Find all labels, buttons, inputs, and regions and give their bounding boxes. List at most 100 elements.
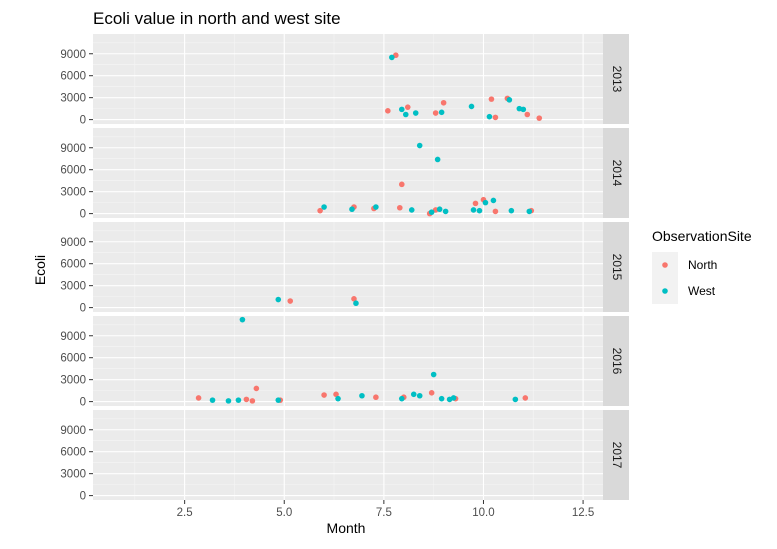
data-point-west [398,106,405,113]
data-point-north [492,114,499,121]
data-point-north [472,200,479,207]
data-point-north [488,96,495,102]
facet-strip-label: 2015 [610,254,624,281]
data-point-west [239,316,246,323]
data-point-west [235,397,242,403]
y-tick-label: 9000 [60,425,86,437]
data-point-west [438,395,445,402]
y-tick-label: 6000 [60,447,86,459]
data-point-north [522,395,529,401]
data-point-west [373,204,379,210]
data-point-west [512,396,519,403]
data-point-west [412,110,419,116]
y-tick-label: 9000 [60,49,86,61]
data-point-west [209,397,216,403]
x-axis: 2.5 5.0 7.5 10.0 12.5 [177,500,594,519]
y-tick-label: 3000 [60,187,86,199]
x-tick-label: 10.0 [472,507,494,519]
y-tick-label: 3000 [60,375,86,387]
data-point-north [404,104,411,110]
data-point-north [351,296,357,302]
legend-title: ObservationSite [652,228,752,244]
data-point-west [438,109,445,116]
data-point-north [373,394,379,401]
facet-strip-label: 2016 [610,348,624,375]
data-point-west [275,397,282,403]
y-tick-label: 9000 [60,237,86,249]
data-point-west [468,103,475,110]
data-point-north [317,207,323,214]
data-point-west [398,395,405,402]
data-point-west [349,206,355,213]
data-point-north [287,298,294,304]
panel-background [93,128,603,218]
legend-label-west: West [688,284,716,298]
y-tick-label: 9000 [60,143,86,155]
y-tick-label: 3000 [60,469,86,481]
y-tick-label: 6000 [60,165,86,177]
data-point-west [321,204,327,210]
data-point-west [430,371,437,378]
panel-background [93,410,603,500]
facet-strip [603,410,629,500]
data-point-north [432,110,439,116]
data-point-west [470,207,477,213]
data-point-north [253,385,260,392]
data-point-north [492,208,499,215]
y-tick-label: 0 [80,303,86,315]
data-point-north [249,398,256,404]
data-point-north [321,392,327,398]
y-tick-label: 6000 [60,353,86,365]
legend: ObservationSite North West [652,228,752,304]
x-axis-label: Month [327,520,366,536]
data-point-north [396,204,403,211]
data-point-west [442,208,449,215]
data-point-west [416,142,423,149]
data-point-west [410,391,417,398]
legend-key-west: West [652,278,716,304]
facet-strip [603,34,629,124]
y-tick-label: 0 [80,115,86,127]
y-tick-label: 6000 [60,71,86,83]
y-tick-label: 3000 [60,93,86,105]
facet-strip [603,222,629,312]
y-tick-label: 6000 [60,259,86,271]
data-point-west [416,392,423,399]
data-point-west [520,106,527,113]
facet-strip-label: 2014 [610,160,624,187]
facet-panel-2013: 0 3000 6000 9000 2013 [60,34,629,127]
x-tick-label: 7.5 [376,507,392,519]
y-tick-label: 3000 [60,281,86,293]
y-tick-label: 0 [80,491,86,503]
facet-panel-2015: 0 3000 6000 9000 2015 [60,222,629,315]
data-point-west [335,395,341,402]
y-axis-label: Ecoli [32,255,48,285]
data-point-west [476,207,483,214]
data-point-north [428,390,435,396]
data-point-north [398,181,405,188]
data-point-west [526,208,533,215]
data-point-west [359,392,365,399]
data-point-north [440,99,447,106]
y-tick-label: 0 [80,397,86,409]
data-point-west [486,113,493,120]
y-tick-label: 0 [80,209,86,221]
data-point-west [389,54,395,61]
data-point-west [506,97,513,103]
x-tick-label: 5.0 [276,507,292,519]
x-tick-label: 12.5 [572,507,594,519]
data-point-west [275,296,282,303]
legend-marker-north [662,262,668,268]
legend-label-north: North [688,258,717,272]
data-point-west [353,300,359,307]
panel-background [93,316,603,406]
y-tick-label: 9000 [60,331,86,343]
data-point-west [450,395,457,401]
data-point-west [436,206,443,213]
data-point-north [536,115,543,121]
data-point-west [402,111,409,118]
panel-background [93,222,603,312]
facet-panel-2014: 0 3000 6000 9000 2014 [60,128,629,221]
